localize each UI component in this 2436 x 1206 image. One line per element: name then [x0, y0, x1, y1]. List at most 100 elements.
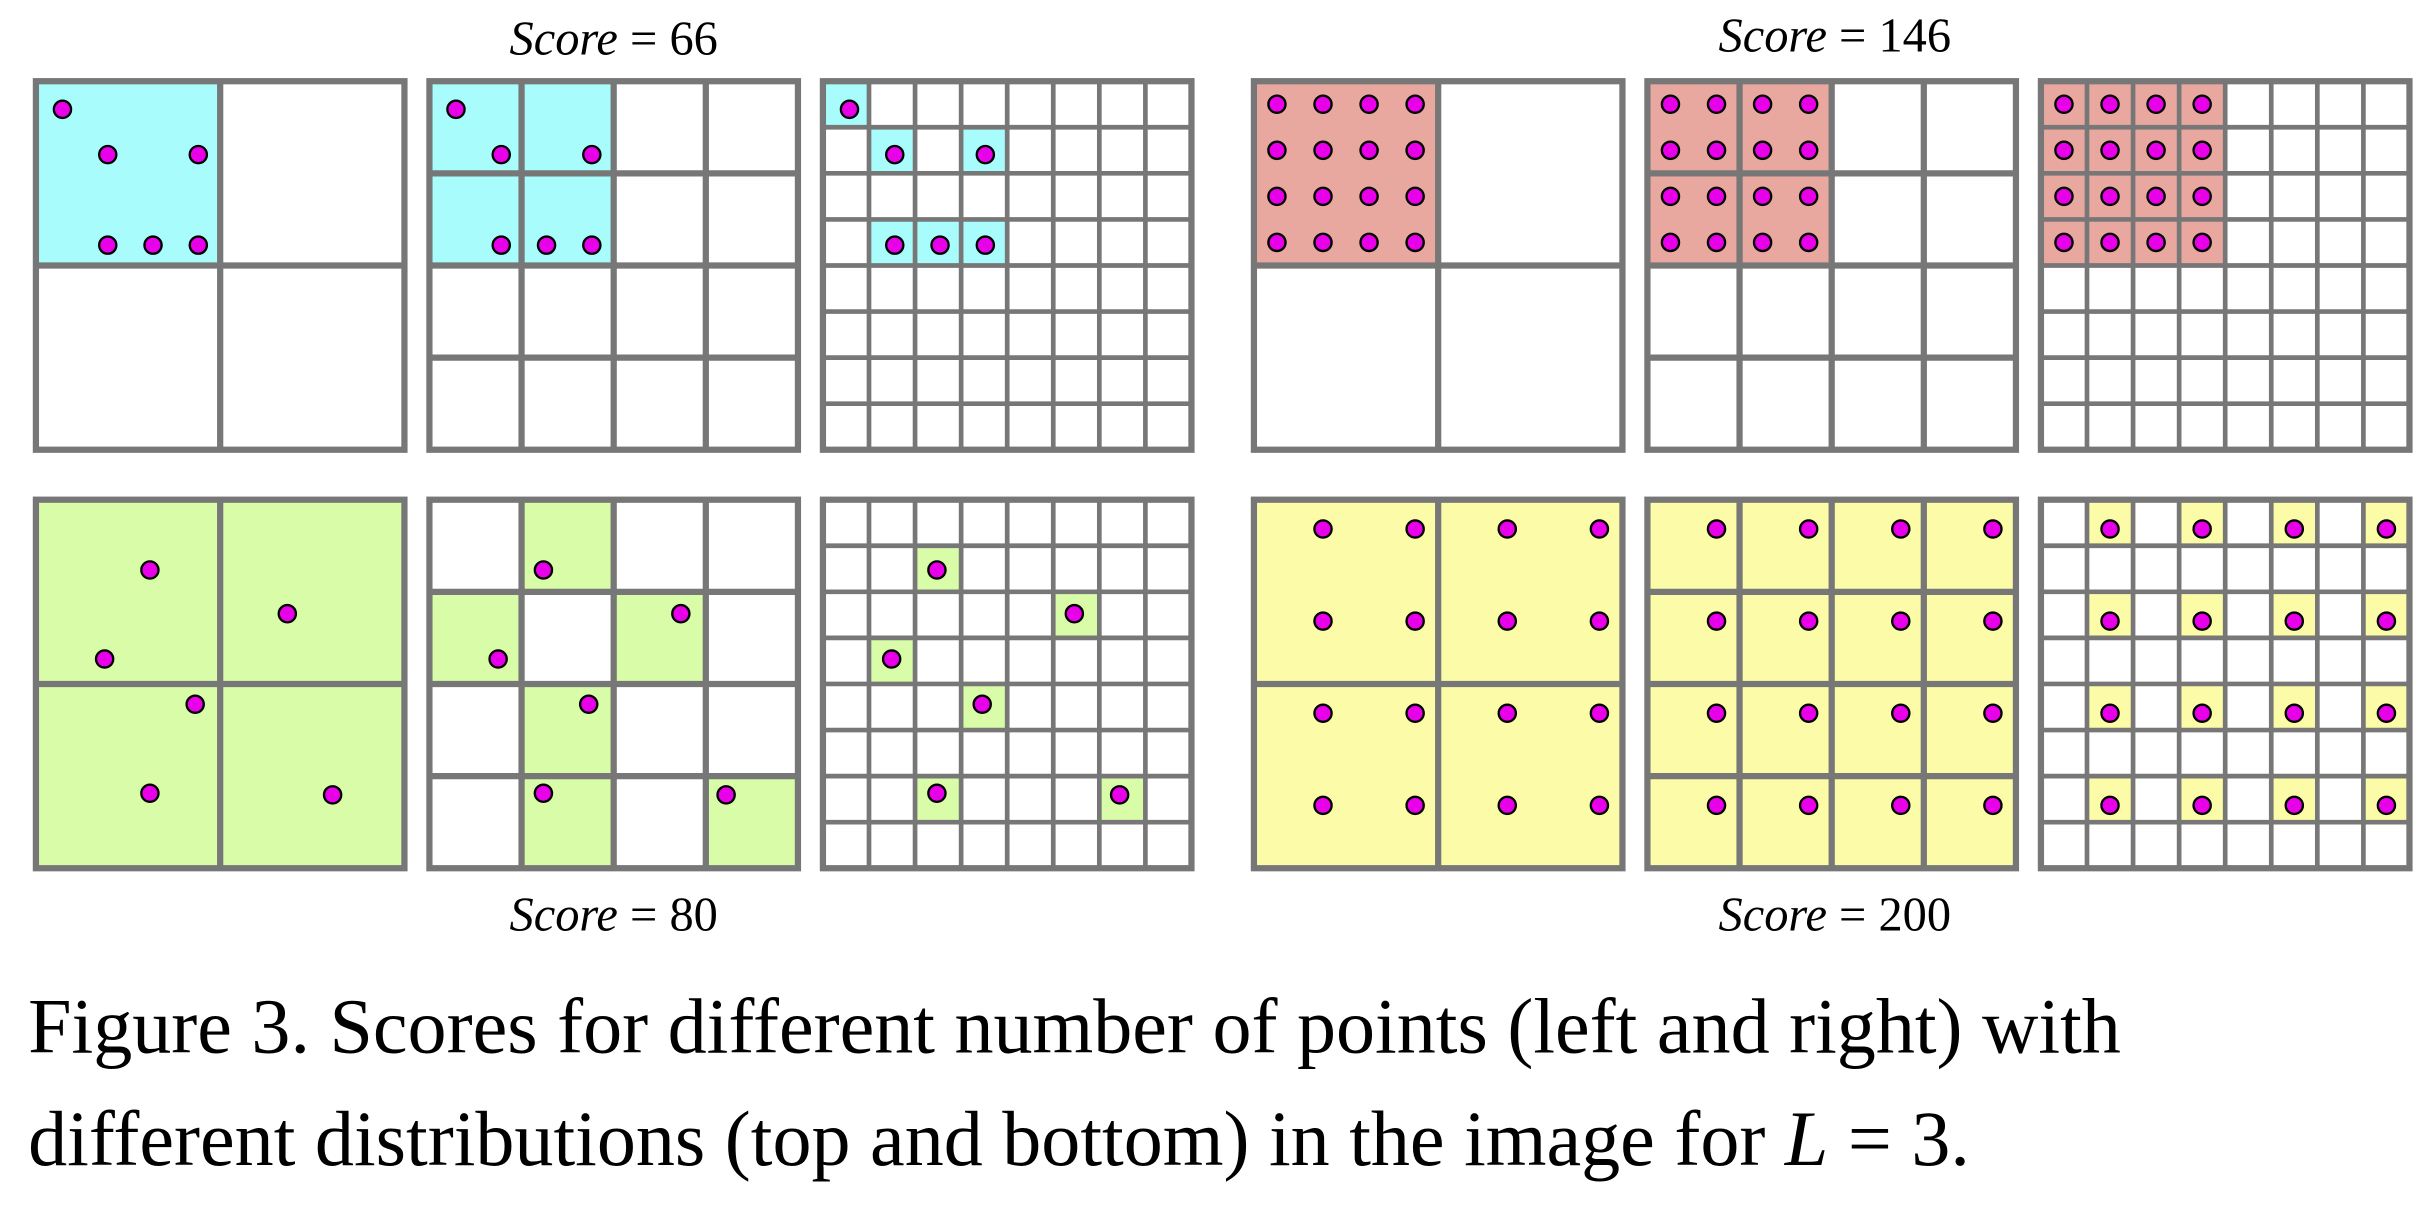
point: [2192, 140, 2212, 161]
point: [1891, 795, 1911, 816]
point: [140, 783, 160, 804]
point: [1405, 232, 1425, 253]
point: [927, 783, 947, 804]
occupied-cell: [1739, 683, 1832, 777]
point: [1798, 232, 1819, 253]
point: [1983, 519, 2003, 539]
point: [881, 649, 902, 669]
point: [2146, 94, 2166, 115]
occupied-cell: [220, 683, 405, 869]
caption-text: different distributions (top and bottom)…: [28, 1095, 1765, 1182]
point: [1359, 186, 1379, 207]
point: [1706, 795, 1727, 816]
point: [1660, 140, 1681, 161]
point: [1798, 703, 1819, 724]
point: [1313, 703, 1333, 724]
panel-border: [2037, 78, 2413, 453]
point: [1798, 611, 1819, 631]
point: [2100, 519, 2120, 539]
point: [1589, 795, 1610, 816]
score-sign: =: [630, 889, 657, 942]
point: [1497, 703, 1518, 724]
occupied-cell: [1647, 81, 1740, 174]
occupied-cell: [429, 591, 522, 684]
point: [1983, 795, 2003, 816]
score-name: Score: [1719, 889, 1827, 942]
point: [188, 235, 209, 255]
point: [488, 649, 508, 669]
point: [1359, 232, 1379, 253]
point: [97, 235, 118, 255]
occupied-cell: [521, 499, 614, 592]
score-value: 66: [669, 13, 717, 66]
point: [185, 694, 205, 715]
occupied-cell: [1647, 499, 1740, 592]
point: [2054, 232, 2074, 253]
point: [2146, 232, 2166, 253]
occupied-cell: [1739, 776, 1832, 869]
point: [2054, 186, 2074, 207]
point: [2054, 140, 2074, 161]
point: [1405, 140, 1425, 161]
point: [1267, 94, 1287, 115]
caption-relation: =: [1848, 1095, 1892, 1182]
point: [1891, 519, 1911, 539]
occupied-cell: [1739, 173, 1832, 266]
score-name: Score: [1719, 10, 1827, 63]
point: [1589, 519, 1610, 539]
point: [1798, 94, 1819, 115]
point: [1798, 795, 1819, 816]
caption-line: different distributions (top and bottom)…: [28, 1095, 1970, 1182]
point: [972, 694, 992, 715]
point: [1752, 232, 1773, 253]
point: [1706, 140, 1727, 161]
point: [2284, 703, 2305, 724]
occupied-cell: [1831, 683, 1924, 777]
point: [2376, 795, 2397, 816]
point: [2192, 186, 2212, 207]
point: [1752, 94, 1773, 115]
point: [2284, 795, 2305, 816]
occupied-cell: [1831, 591, 1924, 684]
occupied-cell: [1923, 683, 2016, 777]
point: [1109, 785, 1130, 805]
caption-variable: L: [1784, 1095, 1828, 1182]
score-name: Score: [510, 889, 618, 942]
occupied-cell: [1647, 591, 1740, 684]
occupied-cell: [613, 591, 706, 684]
point: [2192, 232, 2212, 253]
point: [1405, 94, 1425, 115]
point: [52, 99, 73, 120]
point: [1706, 519, 1727, 539]
point: [1706, 703, 1727, 724]
point: [1589, 611, 1610, 631]
point: [1359, 140, 1379, 161]
point: [1497, 611, 1518, 631]
point: [1313, 795, 1333, 816]
point: [1983, 703, 2003, 724]
point: [1891, 703, 1911, 724]
point: [927, 560, 947, 580]
point: [975, 235, 996, 255]
point: [2192, 611, 2212, 631]
point: [188, 144, 209, 165]
panel-border: [2037, 496, 2413, 872]
grids: [32, 78, 2413, 872]
point: [2100, 611, 2120, 631]
occupied-cell: [220, 499, 405, 684]
score-value: 200: [1878, 889, 1951, 942]
point: [1660, 94, 1681, 115]
point: [930, 235, 950, 255]
occupied-cell: [1253, 81, 1439, 266]
point: [277, 603, 298, 624]
point: [2192, 519, 2212, 539]
occupied-cell: [1647, 173, 1740, 266]
point: [2100, 795, 2120, 816]
point: [533, 783, 554, 804]
point: [140, 560, 160, 580]
point: [1359, 94, 1379, 115]
score-name: Score: [510, 13, 618, 66]
point: [1706, 232, 1727, 253]
occupied-cell: [1739, 591, 1832, 684]
